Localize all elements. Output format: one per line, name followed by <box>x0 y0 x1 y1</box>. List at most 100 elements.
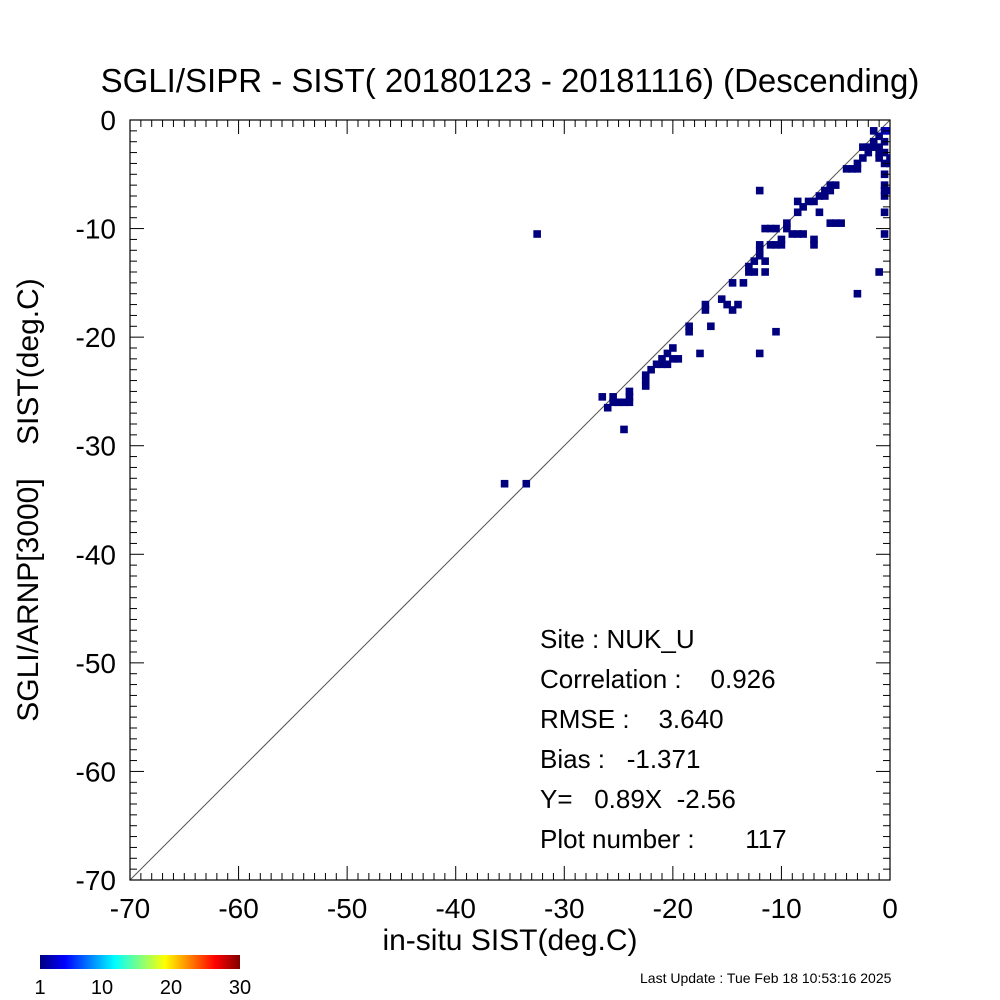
y-tick-label: -30 <box>76 431 116 462</box>
density-cell <box>620 398 628 407</box>
density-cell <box>880 230 889 238</box>
density-cell <box>734 300 742 309</box>
chart-title: SGLI/SIPR - SIST( 20180123 - 20181116) (… <box>101 62 920 99</box>
density-cell <box>880 208 889 217</box>
density-cell <box>641 382 650 390</box>
density-cell <box>869 137 878 146</box>
density-cell <box>603 403 612 412</box>
density-cell <box>533 230 541 238</box>
density-cell <box>837 219 845 227</box>
density-cell <box>799 230 807 238</box>
density-cell <box>777 235 786 244</box>
stat-plot-number: Plot number : 117 <box>540 824 787 854</box>
density-cell <box>598 393 607 401</box>
density-cell <box>886 154 890 162</box>
density-cell <box>707 322 715 331</box>
color-bar: 1 10 20 30 <box>34 955 251 999</box>
y-tick-label: -50 <box>76 648 116 679</box>
density-cell <box>853 159 862 168</box>
density-cell <box>755 251 764 260</box>
density-cell <box>750 268 759 276</box>
density-cell <box>755 186 764 195</box>
density-cell <box>793 208 802 217</box>
stat-site: Site : NUK_U <box>540 624 695 654</box>
density-cell <box>869 127 878 135</box>
color-bar-label-20: 20 <box>160 977 182 999</box>
density-cell <box>625 398 634 407</box>
density-cell <box>880 186 889 195</box>
density-cell <box>701 306 710 314</box>
color-bar-gradient <box>40 955 240 969</box>
stat-correlation: Correlation : 0.926 <box>540 664 776 694</box>
x-tick-label: -50 <box>327 893 367 924</box>
density-cell <box>821 186 829 195</box>
y-tick-label: -40 <box>76 539 116 570</box>
x-tick-label: -70 <box>110 893 150 924</box>
x-axis-title: in-situ SIST(deg.C) <box>382 924 637 957</box>
density-cell <box>875 132 883 141</box>
density-cell <box>674 355 683 363</box>
density-cell <box>614 398 623 407</box>
density-cell <box>815 208 824 217</box>
density-cell <box>793 197 802 206</box>
y-tick-label: -20 <box>76 322 116 353</box>
stat-rmse: RMSE : 3.640 <box>540 704 724 734</box>
color-bar-label-10: 10 <box>91 977 113 999</box>
density-cell <box>641 376 650 385</box>
statistics-box: Site : NUK_U Correlation : 0.926 RMSE : … <box>540 624 787 854</box>
y-axis-tick-labels: 0 -10 -20 -30 -40 -50 -60 -70 <box>76 105 116 896</box>
density-cell <box>772 327 780 336</box>
y-tick-label: -60 <box>76 756 116 787</box>
density-cell <box>728 279 737 287</box>
density-cell <box>842 165 851 173</box>
density-cell <box>723 300 731 309</box>
density-cell <box>766 241 775 249</box>
density-cell <box>761 224 769 233</box>
density-cell <box>761 268 769 276</box>
density-cell <box>875 154 883 162</box>
density-cell <box>500 479 509 488</box>
density-cell <box>853 165 862 173</box>
density-cell <box>609 393 617 401</box>
density-cell <box>625 393 634 401</box>
density-cell <box>859 143 867 151</box>
density-cell <box>647 365 655 374</box>
density-cell <box>750 257 759 265</box>
density-cell <box>620 425 628 434</box>
stat-regression: Y= 0.89X -2.56 <box>540 784 736 814</box>
y-tick-label: -10 <box>76 214 116 245</box>
density-cell <box>799 203 807 211</box>
density-cell <box>717 295 726 303</box>
density-cell <box>728 306 737 314</box>
density-cell <box>658 355 666 363</box>
density-cell <box>826 219 835 227</box>
density-cell <box>696 349 704 358</box>
density-cell <box>669 355 677 363</box>
density-cell <box>804 197 813 206</box>
y-axis-title: SGLI/ARNP[3000] SIST(deg.C) <box>12 278 45 722</box>
color-bar-label-1: 1 <box>34 977 45 999</box>
density-cell <box>815 192 824 200</box>
density-cell <box>869 143 878 151</box>
density-cell <box>875 268 883 276</box>
x-axis-ticks <box>129 120 891 880</box>
density-cell <box>739 279 748 287</box>
density-cell <box>783 219 791 227</box>
density-cell <box>810 235 818 244</box>
density-cell <box>772 224 780 233</box>
density-cell <box>755 349 764 358</box>
density-cell <box>745 262 753 271</box>
density-cell <box>772 241 780 249</box>
density-cell <box>826 186 835 195</box>
density-cell <box>886 186 890 195</box>
x-tick-label: -20 <box>653 893 693 924</box>
density-cell <box>859 154 867 162</box>
density-cell <box>788 230 797 238</box>
density-cell <box>685 322 693 331</box>
density-cell <box>609 398 617 407</box>
y-axis-ticks <box>130 119 890 881</box>
density-cell <box>821 192 829 200</box>
density-cell <box>755 241 764 249</box>
density-cell <box>777 241 786 249</box>
x-tick-label: -30 <box>544 893 584 924</box>
